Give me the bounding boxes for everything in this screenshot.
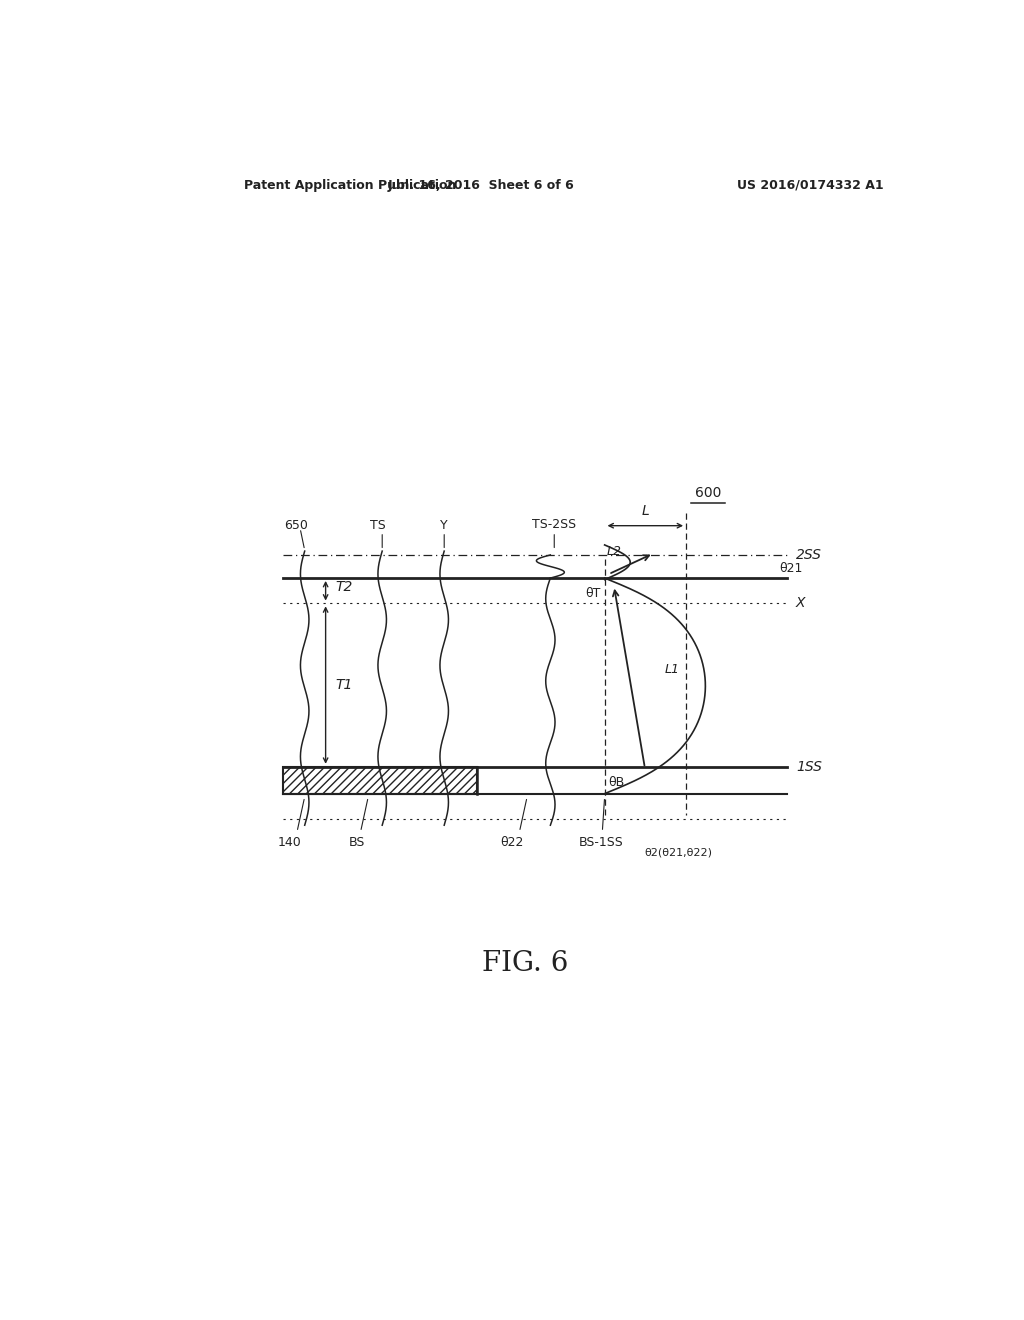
- Text: θ21: θ21: [779, 562, 803, 576]
- Text: Patent Application Publication: Patent Application Publication: [245, 178, 457, 191]
- Text: 140: 140: [278, 836, 301, 849]
- Text: X: X: [796, 597, 806, 610]
- Text: 2SS: 2SS: [796, 548, 822, 562]
- Bar: [283, 767, 477, 793]
- Text: 1SS: 1SS: [796, 760, 822, 774]
- Text: TS: TS: [370, 519, 385, 532]
- Text: BS-1SS: BS-1SS: [579, 836, 624, 849]
- Text: θT: θT: [586, 587, 601, 601]
- Text: Jun. 16, 2016  Sheet 6 of 6: Jun. 16, 2016 Sheet 6 of 6: [387, 178, 574, 191]
- Text: BS: BS: [348, 836, 365, 849]
- Text: Y: Y: [440, 519, 449, 532]
- Text: FIG. 6: FIG. 6: [481, 949, 568, 977]
- Text: T1: T1: [335, 678, 352, 692]
- Text: TS-2SS: TS-2SS: [532, 517, 577, 531]
- Text: θ22: θ22: [500, 836, 523, 849]
- Text: L: L: [641, 504, 649, 517]
- Text: T2: T2: [335, 579, 352, 594]
- Text: L2: L2: [606, 545, 622, 558]
- Text: 650: 650: [285, 519, 308, 532]
- Text: L1: L1: [665, 663, 679, 676]
- Text: θ2(θ21,θ22): θ2(θ21,θ22): [644, 847, 713, 858]
- Text: θB: θB: [608, 776, 625, 789]
- Text: 600: 600: [694, 486, 721, 499]
- Text: US 2016/0174332 A1: US 2016/0174332 A1: [736, 178, 884, 191]
